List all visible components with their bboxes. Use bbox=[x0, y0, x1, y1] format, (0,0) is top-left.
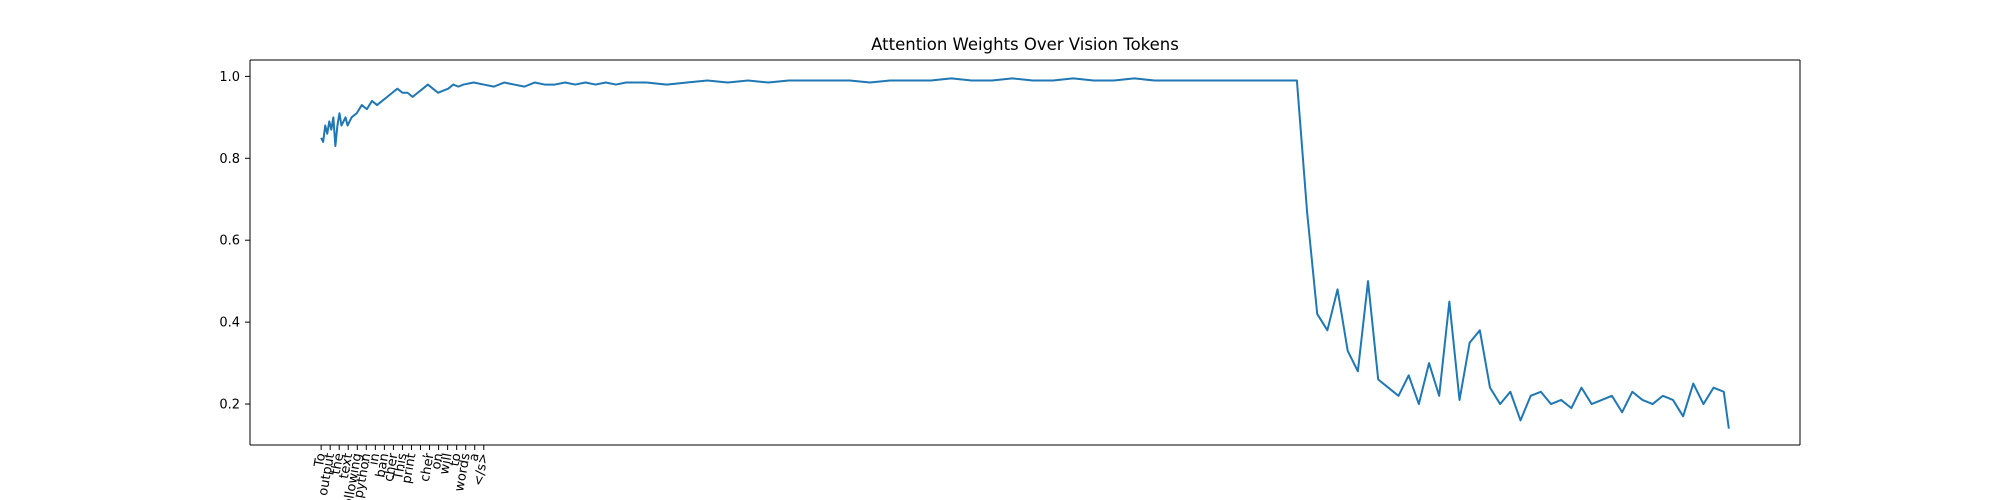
x-tick-label: ban bbox=[373, 452, 392, 479]
x-tick-label: , bbox=[413, 452, 428, 459]
x-tick-label: print bbox=[399, 452, 419, 485]
x-tick-label: will bbox=[437, 452, 456, 476]
x-axis-ticks: TooutputthetextfollowingpythoninbancherT… bbox=[312, 445, 492, 500]
x-tick-label: cher bbox=[382, 451, 402, 483]
y-tick-label: 1.0 bbox=[219, 70, 240, 85]
x-tick-label: cher bbox=[418, 451, 438, 483]
x-tick-label: in bbox=[366, 452, 383, 466]
x-tick-label: text bbox=[337, 452, 356, 480]
x-tick-label: to bbox=[448, 452, 465, 468]
x-tick-label: on bbox=[429, 452, 447, 471]
x-tick-label: a bbox=[467, 452, 483, 462]
y-tick-label: 0.6 bbox=[219, 234, 240, 249]
x-tick-label: the bbox=[329, 452, 347, 476]
x-tick-label: </s> bbox=[471, 452, 491, 487]
x-tick-label: This bbox=[391, 452, 411, 482]
x-tick-label: To bbox=[312, 452, 329, 469]
chart-title: Attention Weights Over Vision Tokens bbox=[871, 35, 1179, 54]
y-tick-label: 0.8 bbox=[219, 152, 240, 167]
y-axis-ticks: 0.2 0.4 0.6 0.8 1.0 bbox=[219, 70, 250, 413]
series-group bbox=[320, 77, 1730, 429]
x-tick-label: output bbox=[316, 452, 338, 497]
x-tick-label: words bbox=[452, 452, 474, 493]
y-tick-label: 0.2 bbox=[219, 398, 240, 413]
attention-series-line bbox=[320, 77, 1730, 429]
y-tick-label: 0.4 bbox=[219, 316, 240, 331]
